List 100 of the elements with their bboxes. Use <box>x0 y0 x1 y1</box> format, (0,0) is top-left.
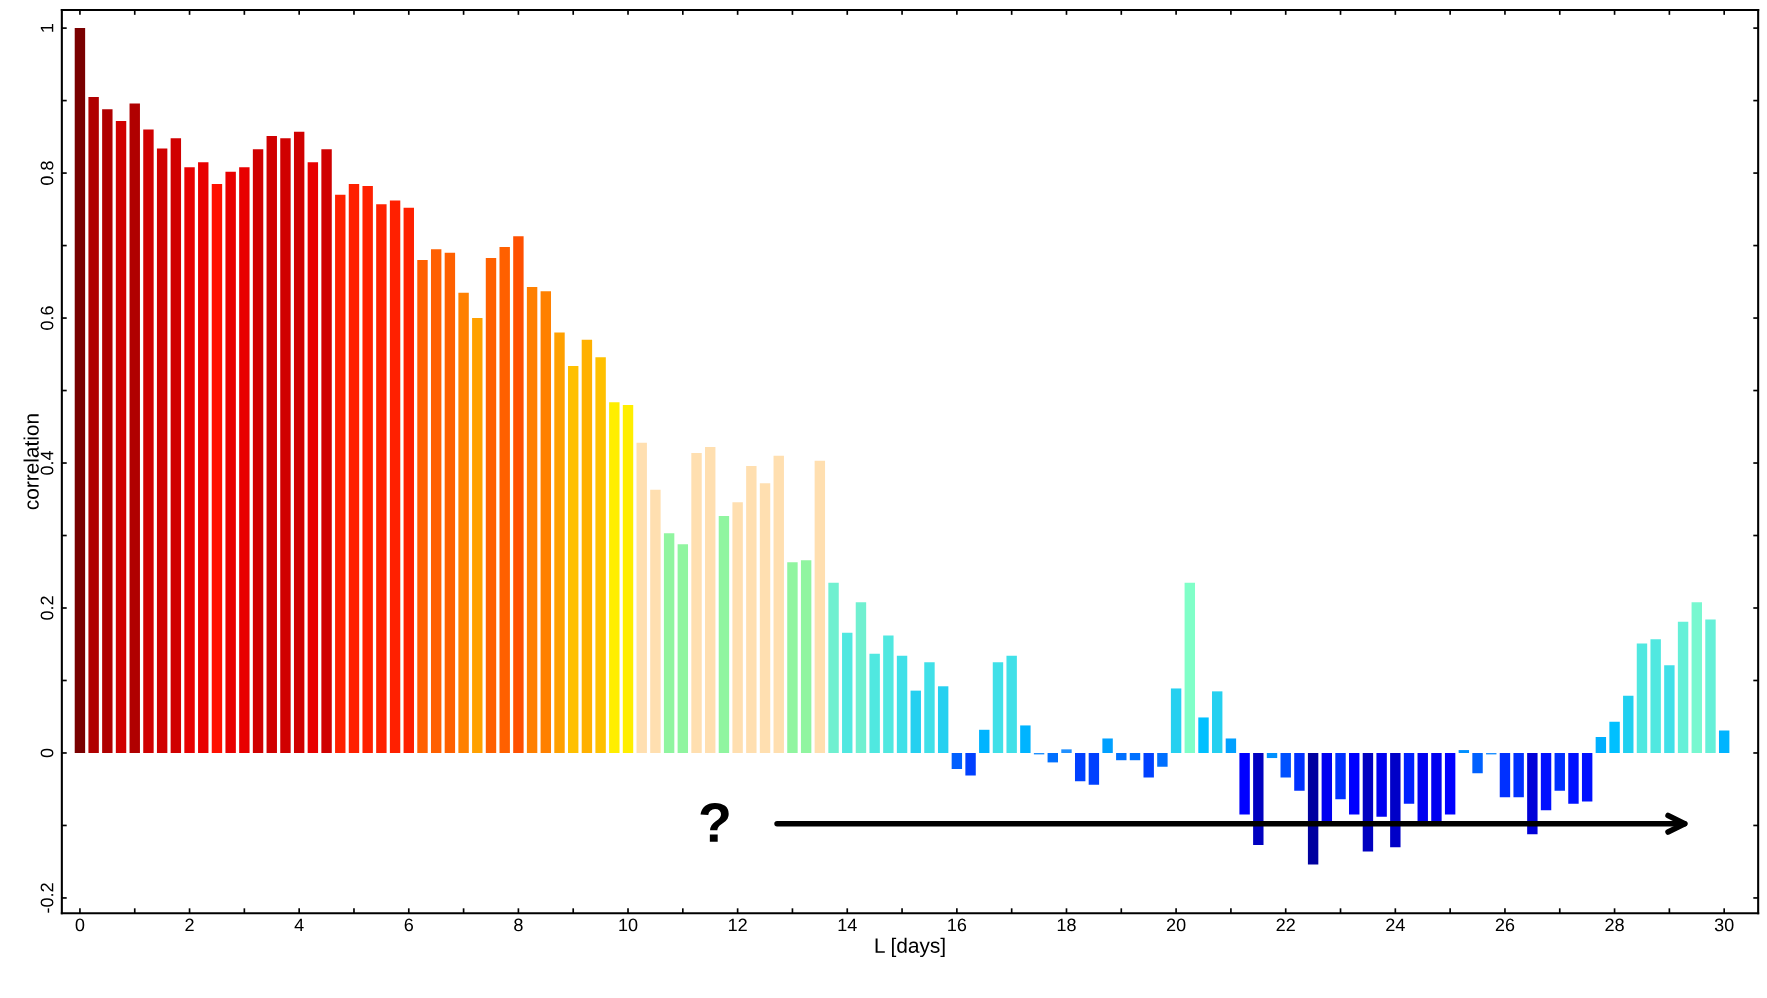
bar <box>540 291 552 753</box>
bar <box>1047 752 1058 763</box>
bar <box>102 109 113 753</box>
bar <box>814 460 826 753</box>
x-tick-label: 28 <box>1605 918 1624 932</box>
bar <box>389 200 401 753</box>
bar <box>979 729 990 753</box>
bar <box>732 502 743 753</box>
bar <box>951 752 963 769</box>
bar <box>1390 752 1401 848</box>
x-tick-label: 18 <box>1057 918 1076 932</box>
bar <box>1335 752 1346 800</box>
bar <box>937 686 949 753</box>
x-tick-label: 6 <box>404 918 414 932</box>
x-tick-label: 8 <box>514 918 523 932</box>
y-tick-label: 0.6 <box>40 306 54 330</box>
x-axis-title: L [days] <box>875 937 945 958</box>
bar <box>1527 752 1538 835</box>
bar <box>636 442 647 753</box>
bar <box>1499 752 1511 798</box>
bar <box>1609 721 1620 753</box>
bar <box>924 662 935 753</box>
bar <box>1718 730 1730 753</box>
bar <box>842 632 853 753</box>
bar <box>1623 695 1634 753</box>
bar <box>225 171 236 753</box>
bar <box>1280 752 1291 778</box>
bar <box>444 252 456 753</box>
bar <box>1239 752 1250 815</box>
bar <box>705 447 716 753</box>
x-tick-label: 2 <box>185 918 194 932</box>
bar <box>362 186 373 753</box>
bar <box>1362 752 1374 852</box>
bar <box>321 149 332 753</box>
bar <box>211 183 223 753</box>
bar <box>1116 752 1127 761</box>
y-tick-label: -0.2 <box>40 883 54 913</box>
bar <box>828 582 839 753</box>
bar <box>1677 621 1689 753</box>
bar <box>417 260 428 753</box>
x-tick-label: 24 <box>1386 918 1405 932</box>
bar <box>430 249 442 753</box>
bar <box>115 120 127 753</box>
bar <box>88 96 99 753</box>
bar <box>403 207 414 753</box>
bar <box>896 655 908 753</box>
bar <box>1691 602 1702 753</box>
bar <box>1444 752 1456 815</box>
bar <box>869 653 880 753</box>
x-tick-label: 10 <box>619 918 638 932</box>
bar <box>855 602 867 753</box>
bar <box>1253 752 1264 846</box>
bar <box>595 357 606 753</box>
y-tick-label: 0 <box>40 748 54 758</box>
x-tick-label: 12 <box>728 918 747 932</box>
bar <box>1129 752 1141 761</box>
bar <box>800 560 812 753</box>
bar <box>1595 737 1607 753</box>
bar <box>1198 717 1209 753</box>
bar <box>1513 752 1524 798</box>
y-tick-label: 1 <box>40 23 54 32</box>
bar <box>1266 752 1278 759</box>
bar <box>1472 752 1483 774</box>
bar <box>499 247 510 753</box>
x-tick-label: 0 <box>75 918 85 932</box>
bar <box>1157 752 1168 767</box>
bar <box>759 483 771 753</box>
x-tick-label: 16 <box>948 918 967 932</box>
bar <box>513 236 524 753</box>
bar <box>1650 639 1661 753</box>
bar <box>965 752 976 776</box>
y-axis-title: correlation <box>23 414 39 510</box>
x-tick-label: 4 <box>294 918 304 932</box>
y-tick-label: 0.8 <box>40 161 54 185</box>
bar <box>992 662 1004 753</box>
bar <box>266 136 277 753</box>
x-tick-label: 22 <box>1276 918 1295 932</box>
bar <box>170 138 182 753</box>
bar <box>691 452 702 753</box>
x-tick-label: 26 <box>1495 918 1515 932</box>
bar <box>485 257 497 753</box>
bar <box>74 28 86 753</box>
bar <box>280 138 291 753</box>
bar <box>1074 752 1086 782</box>
bar <box>1664 665 1675 753</box>
bar <box>184 167 195 753</box>
x-tick-label: 14 <box>838 918 857 932</box>
bar <box>1705 619 1716 753</box>
bar <box>1225 738 1237 753</box>
bar <box>1403 752 1415 804</box>
bar <box>650 489 661 753</box>
bar <box>1184 582 1196 753</box>
bar <box>526 286 538 753</box>
bar <box>458 292 469 753</box>
bar <box>307 162 319 753</box>
x-tick-label: 30 <box>1714 918 1734 932</box>
bar <box>773 455 784 753</box>
bar <box>156 148 168 753</box>
bar <box>239 167 250 753</box>
bar <box>609 402 620 753</box>
